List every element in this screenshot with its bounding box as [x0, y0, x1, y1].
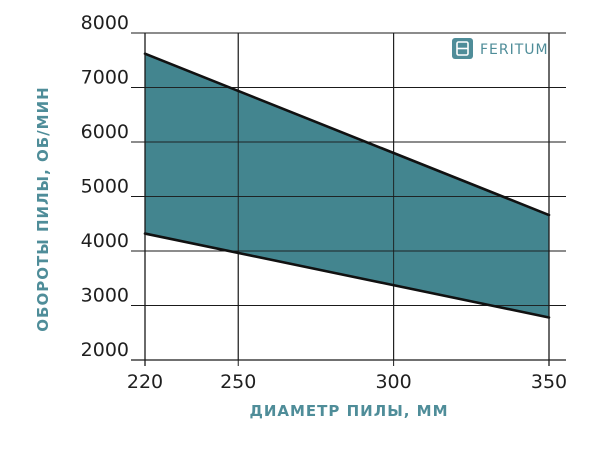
y-tick-label-6000: 6000 — [81, 121, 129, 143]
y-tick-label-4000: 4000 — [81, 230, 129, 252]
feritum-logo-icon — [452, 38, 473, 59]
brand-name: FERITUM — [480, 42, 549, 58]
y-axis-title: ОБОРОТЫ ПИЛЫ, ОБ/МИН — [34, 86, 52, 331]
tick-labels: 2000 3000 4000 5000 6000 7000 8000 220 250 300 350 — [81, 12, 567, 393]
x-tick-label-300: 300 — [375, 371, 411, 393]
rpm-range-band — [145, 53, 549, 318]
y-tick-label-7000: 7000 — [81, 67, 129, 89]
lower-bound-line — [143, 232, 551, 319]
plot-area — [143, 32, 551, 360]
x-tick-label-350: 350 — [531, 371, 567, 393]
plot-frame — [131, 33, 566, 366]
brand-logo: FERITUM — [452, 38, 549, 59]
x-tick-label-250: 250 — [220, 371, 256, 393]
y-tick-label-8000: 8000 — [81, 12, 129, 34]
y-tick-label-3000: 3000 — [81, 285, 129, 307]
x-axis-title: ДИАМЕТР ПИЛЫ, ММ — [249, 402, 448, 420]
y-tick-label-2000: 2000 — [81, 339, 129, 361]
y-tick-label-5000: 5000 — [81, 176, 129, 198]
x-tick-label-220: 220 — [127, 371, 163, 393]
upper-bound-line — [143, 52, 551, 217]
